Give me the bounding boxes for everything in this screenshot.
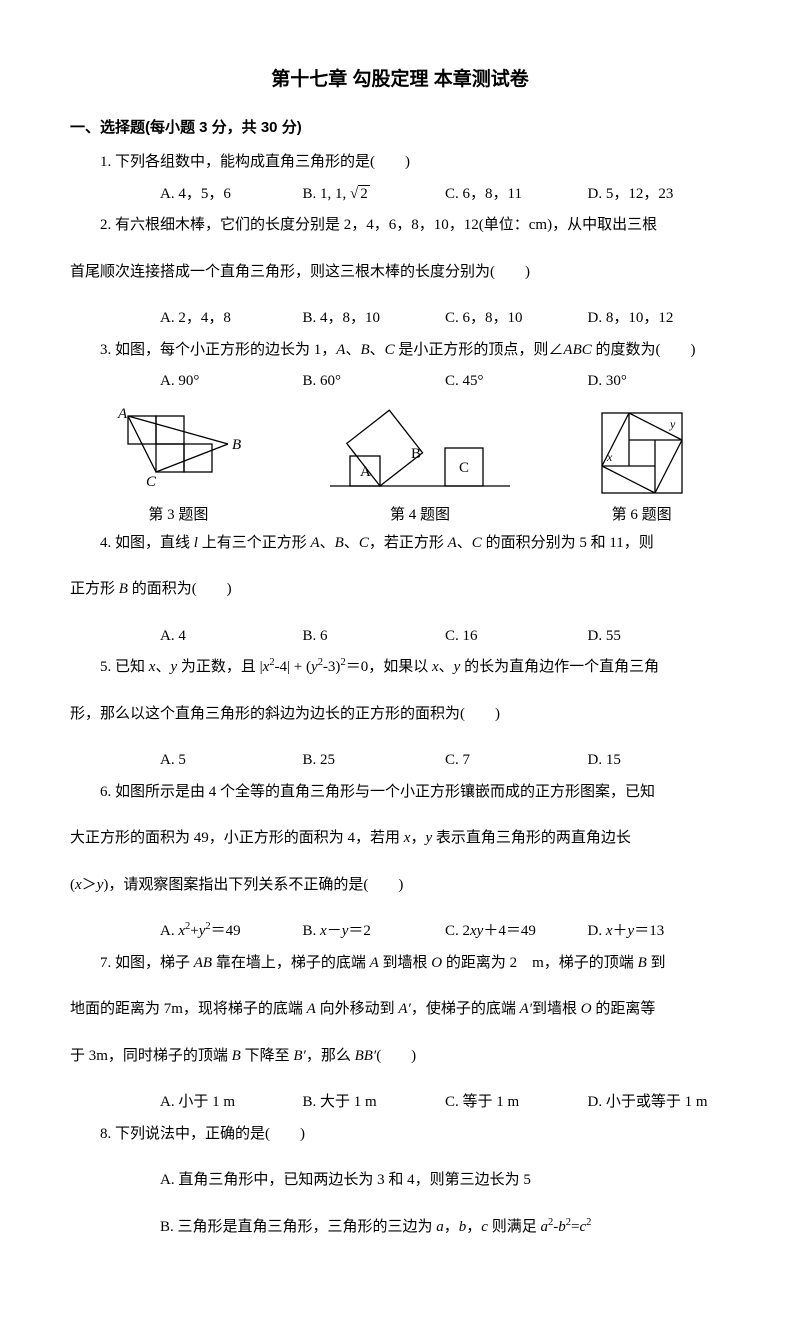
q7-line2: 地面的距离为 7m，现将梯子的底端 A 向外移动到 A′，使梯子的底端 A′到墙… [70,994,730,1026]
fig3-label-b: B [232,437,241,453]
q5-options: A. 5 B. 25 C. 7 D. 15 [70,745,730,777]
fig4-caption: 第 4 题图 [325,505,515,526]
q7-A: A. 小于 1 m [160,1087,303,1119]
q6-options: A. x2+y2＝49 B. x－y＝2 C. 2xy＋4＝49 D. x＋y＝… [70,916,730,948]
q7-line1: 7. 如图，梯子 AB 靠在墙上，梯子的底端 A 到墙根 O 的距离为 2 m，… [70,948,730,980]
q5-C: C. 7 [445,745,588,777]
figure-q6: y x 第 6 题图 [592,406,692,526]
q4-options: A. 4 B. 6 C. 16 D. 55 [70,621,730,653]
q6-D: D. x＋y＝13 [588,916,731,948]
fig6-label-x: x [606,450,613,464]
fig3-label-c: C [146,474,157,490]
q2-B: B. 4，8，10 [303,303,446,335]
q5-D: D. 15 [588,745,731,777]
q5-line1: 5. 已知 x、y 为正数，且 |x2-4| + (y2-3)2＝0，如果以 x… [70,652,730,684]
page-title: 第十七章 勾股定理 本章测试卷 [70,60,730,100]
q1-D: D. 5，12，23 [588,179,731,211]
q3-D: D. 30° [588,366,731,398]
q8-A: A. 直角三角形中，已知两边长为 3 和 4，则第三边长为 5 [70,1165,730,1197]
q5-B: B. 25 [303,745,446,777]
q7-B: B. 大于 1 m [303,1087,446,1119]
q1-options: A. 4，5，6 B. 1, 1, √2 C. 6，8，11 D. 5，12，2… [70,179,730,211]
q2-line2: 首尾顺次连接搭成一个直角三角形，则这三根木棒的长度分别为( ) [70,257,730,289]
q5-line2: 形，那么以这个直角三角形的斜边为边长的正方形的面积为( ) [70,699,730,731]
q4-D: D. 55 [588,621,731,653]
q7-options: A. 小于 1 m B. 大于 1 m C. 等于 1 m D. 小于或等于 1… [70,1087,730,1119]
q1-stem: 1. 下列各组数中，能构成直角三角形的是( ) [70,147,730,179]
section-heading: 一、选择题(每小题 3 分，共 30 分) [70,112,730,144]
fig3-label-a: A [117,406,128,422]
figure-q3: A B C 第 3 题图 [108,406,248,526]
q7-D: D. 小于或等于 1 m [588,1087,731,1119]
q2-C: C. 6，8，10 [445,303,588,335]
q6-line3: (x＞y)，请观察图案指出下列关系不正确的是( ) [70,870,730,902]
q7-line3: 于 3m，同时梯子的顶端 B 下降至 B′，那么 BB′( ) [70,1041,730,1073]
q2-A: A. 2，4，8 [160,303,303,335]
q3-C: C. 45° [445,366,588,398]
q3-B: B. 60° [303,366,446,398]
q6-C: C. 2xy＋4＝49 [445,916,588,948]
figures-row: A B C 第 3 题图 A B C 第 4 题图 [70,406,730,526]
q6-A: A. x2+y2＝49 [160,916,303,948]
q6-line2: 大正方形的面积为 49，小正方形的面积为 4，若用 x，y 表示直角三角形的两直… [70,823,730,855]
fig6-label-y: y [669,417,676,431]
q2-D: D. 8，10，12 [588,303,731,335]
q3-options: A. 90° B. 60° C. 45° D. 30° [70,366,730,398]
q1-A: A. 4，5，6 [160,179,303,211]
q6-line1: 6. 如图所示是由 4 个全等的直角三角形与一个小正方形镶嵌而成的正方形图案，已… [70,777,730,809]
q4-B: B. 6 [303,621,446,653]
q4-C: C. 16 [445,621,588,653]
fig3-caption: 第 3 题图 [108,505,248,526]
fig6-caption: 第 6 题图 [592,505,692,526]
figure-q4: A B C 第 4 题图 [325,406,515,526]
q1-C: C. 6，8，11 [445,179,588,211]
q7-C: C. 等于 1 m [445,1087,588,1119]
fig4-label-a: A [360,464,371,480]
q8-stem: 8. 下列说法中，正确的是( ) [70,1119,730,1151]
q2-line1: 2. 有六根细木棒，它们的长度分别是 2，4，6，8，10，12(单位：cm)，… [70,210,730,242]
q2-options: A. 2，4，8 B. 4，8，10 C. 6，8，10 D. 8，10，12 [70,303,730,335]
fig4-label-c: C [459,460,469,476]
q6-B: B. x－y＝2 [303,916,446,948]
q8-B: B. 三角形是直角三角形，三角形的三边为 a，b，c 则满足 a2-b2=c2 [70,1212,730,1244]
q3-stem: 3. 如图，每个小正方形的边长为 1，A、B、C 是小正方形的顶点，则∠ABC … [70,335,730,367]
q4-line2: 正方形 B 的面积为( ) [70,574,730,606]
q4-A: A. 4 [160,621,303,653]
q5-A: A. 5 [160,745,303,777]
q3-A: A. 90° [160,366,303,398]
q4-line1: 4. 如图，直线 l 上有三个正方形 A、B、C，若正方形 A、C 的面积分别为… [70,528,730,560]
fig4-label-b: B [411,446,421,462]
q1-B: B. 1, 1, √2 [303,179,446,211]
